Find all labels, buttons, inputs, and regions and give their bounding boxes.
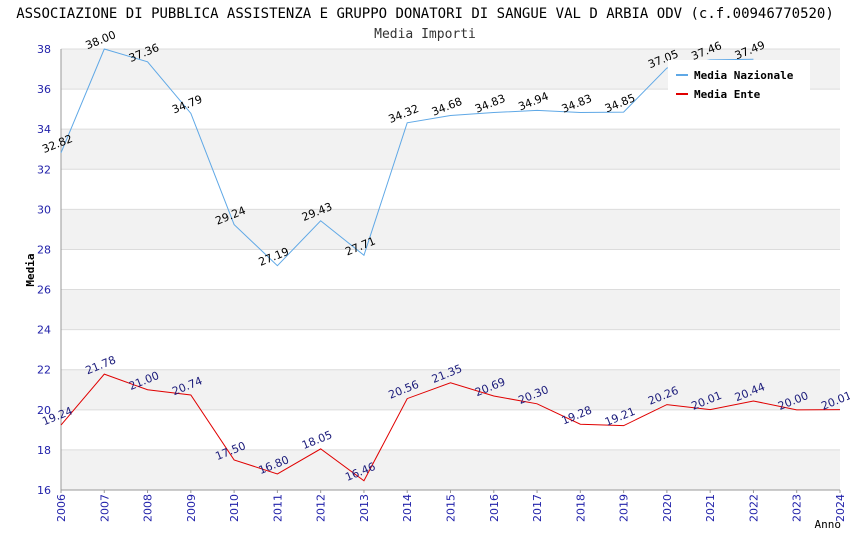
x-tick-label: 2021 xyxy=(704,494,717,522)
data-label: 34.32 xyxy=(387,102,421,126)
grid-band xyxy=(61,209,840,250)
legend-box xyxy=(668,60,810,102)
chart-subtitle: Media Importi xyxy=(374,27,476,42)
x-axis-title: Anno xyxy=(815,518,842,531)
y-tick-label: 20 xyxy=(37,404,51,417)
data-label: 18.05 xyxy=(300,428,334,452)
x-tick-label: 2017 xyxy=(531,494,544,522)
y-tick-label: 24 xyxy=(37,324,51,337)
y-tick-label: 18 xyxy=(37,444,51,457)
x-tick-label: 2007 xyxy=(98,494,111,522)
x-tick-label: 2009 xyxy=(185,494,198,522)
x-tick-label: 2023 xyxy=(791,494,804,522)
legend: Media Nazionale Media Ente xyxy=(668,60,810,102)
legend-item-label: Media Nazionale xyxy=(694,69,794,82)
grid-band xyxy=(61,289,840,330)
x-tick-label: 2012 xyxy=(315,494,328,522)
x-tick-label: 2008 xyxy=(142,494,155,522)
x-tick-label: 2006 xyxy=(55,494,68,522)
grid-band xyxy=(61,369,840,410)
y-tick-label: 34 xyxy=(37,123,51,136)
series-line-media-ente xyxy=(60,373,841,482)
chart-title: ASSOCIAZIONE DI PUBBLICA ASSISTENZA E GR… xyxy=(16,6,834,22)
x-tick-label: 2010 xyxy=(228,494,241,522)
y-tick-label: 32 xyxy=(37,163,51,176)
x-tick-label: 2024 xyxy=(834,494,847,522)
x-tick-label: 2011 xyxy=(271,494,284,522)
y-axis-title: Media xyxy=(24,253,37,286)
data-label: 34.94 xyxy=(516,90,550,114)
grid-bands xyxy=(61,48,840,491)
x-tick-label: 2015 xyxy=(445,494,458,522)
x-tick-label: 2018 xyxy=(574,494,587,522)
y-tick-label: 38 xyxy=(37,43,51,56)
series-line-media-nazionale xyxy=(60,48,754,267)
legend-item-label: Media Ente xyxy=(694,88,761,101)
series-layer xyxy=(60,48,841,482)
grid-band xyxy=(61,449,840,490)
x-tick-label: 2022 xyxy=(747,494,760,522)
x-tick-label: 2019 xyxy=(618,494,631,522)
x-tick-label: 2013 xyxy=(358,494,371,522)
y-tick-label: 22 xyxy=(37,364,51,377)
y-tick-label: 26 xyxy=(37,284,51,297)
data-label: 34.79 xyxy=(170,93,204,117)
x-tick-label: 2014 xyxy=(401,494,414,522)
y-tick-label: 28 xyxy=(37,243,51,256)
x-tick-label: 2016 xyxy=(488,494,501,522)
x-tick-label: 2020 xyxy=(661,494,674,522)
y-tick-label: 36 xyxy=(37,83,51,96)
y-tick-label: 30 xyxy=(37,203,51,216)
grid-band xyxy=(61,129,840,170)
y-tick-label: 16 xyxy=(37,484,51,497)
